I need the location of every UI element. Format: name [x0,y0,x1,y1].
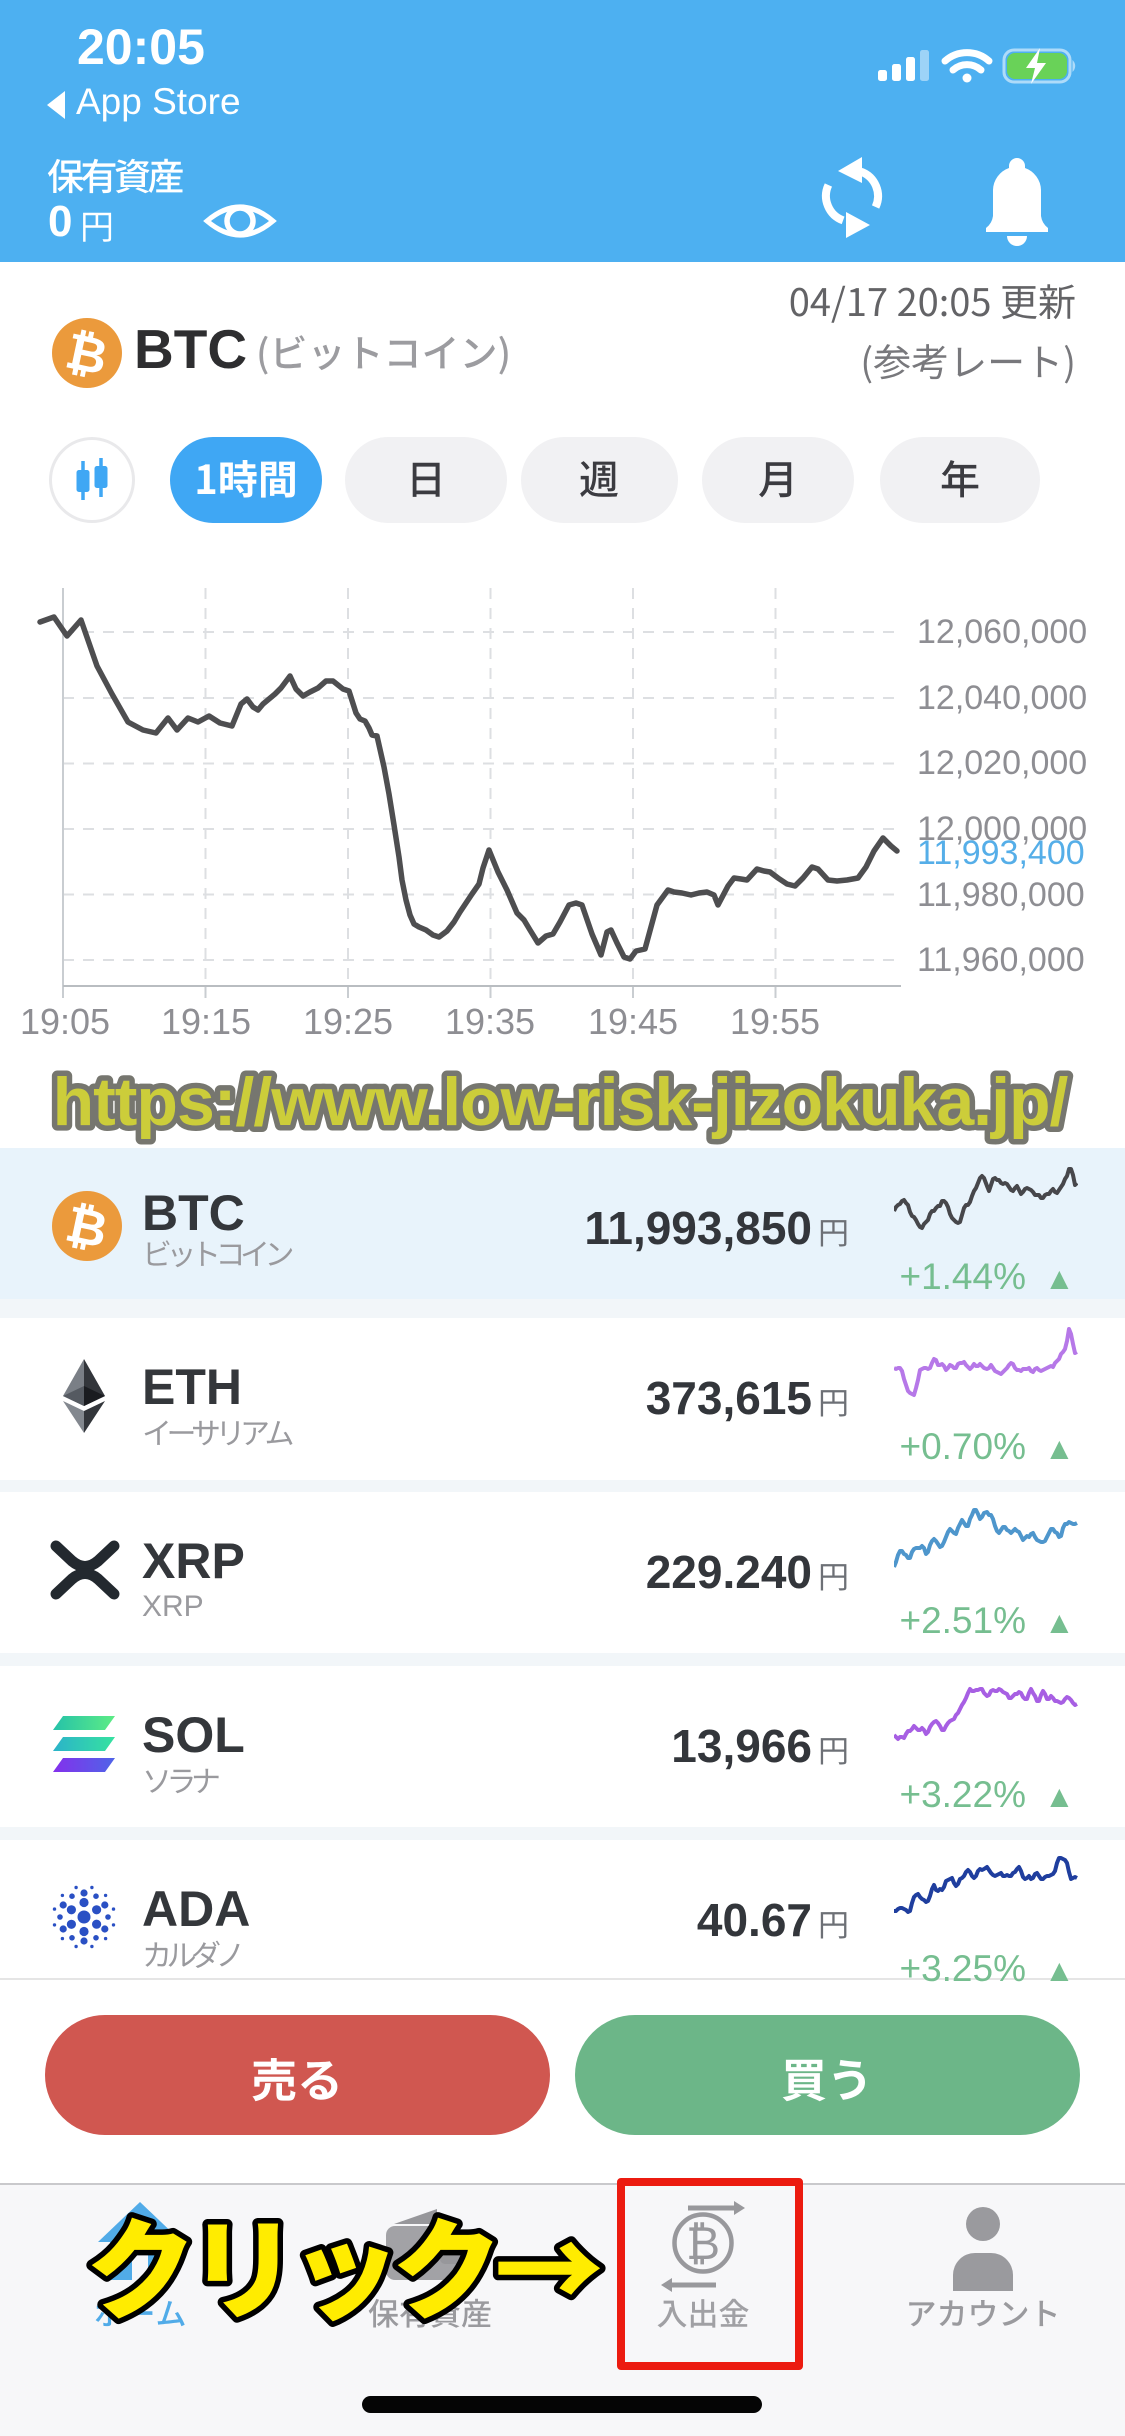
svg-text:https://www.low-risk-jizokuka.: https://www.low-risk-jizokuka.jp/ [53,1064,1069,1140]
